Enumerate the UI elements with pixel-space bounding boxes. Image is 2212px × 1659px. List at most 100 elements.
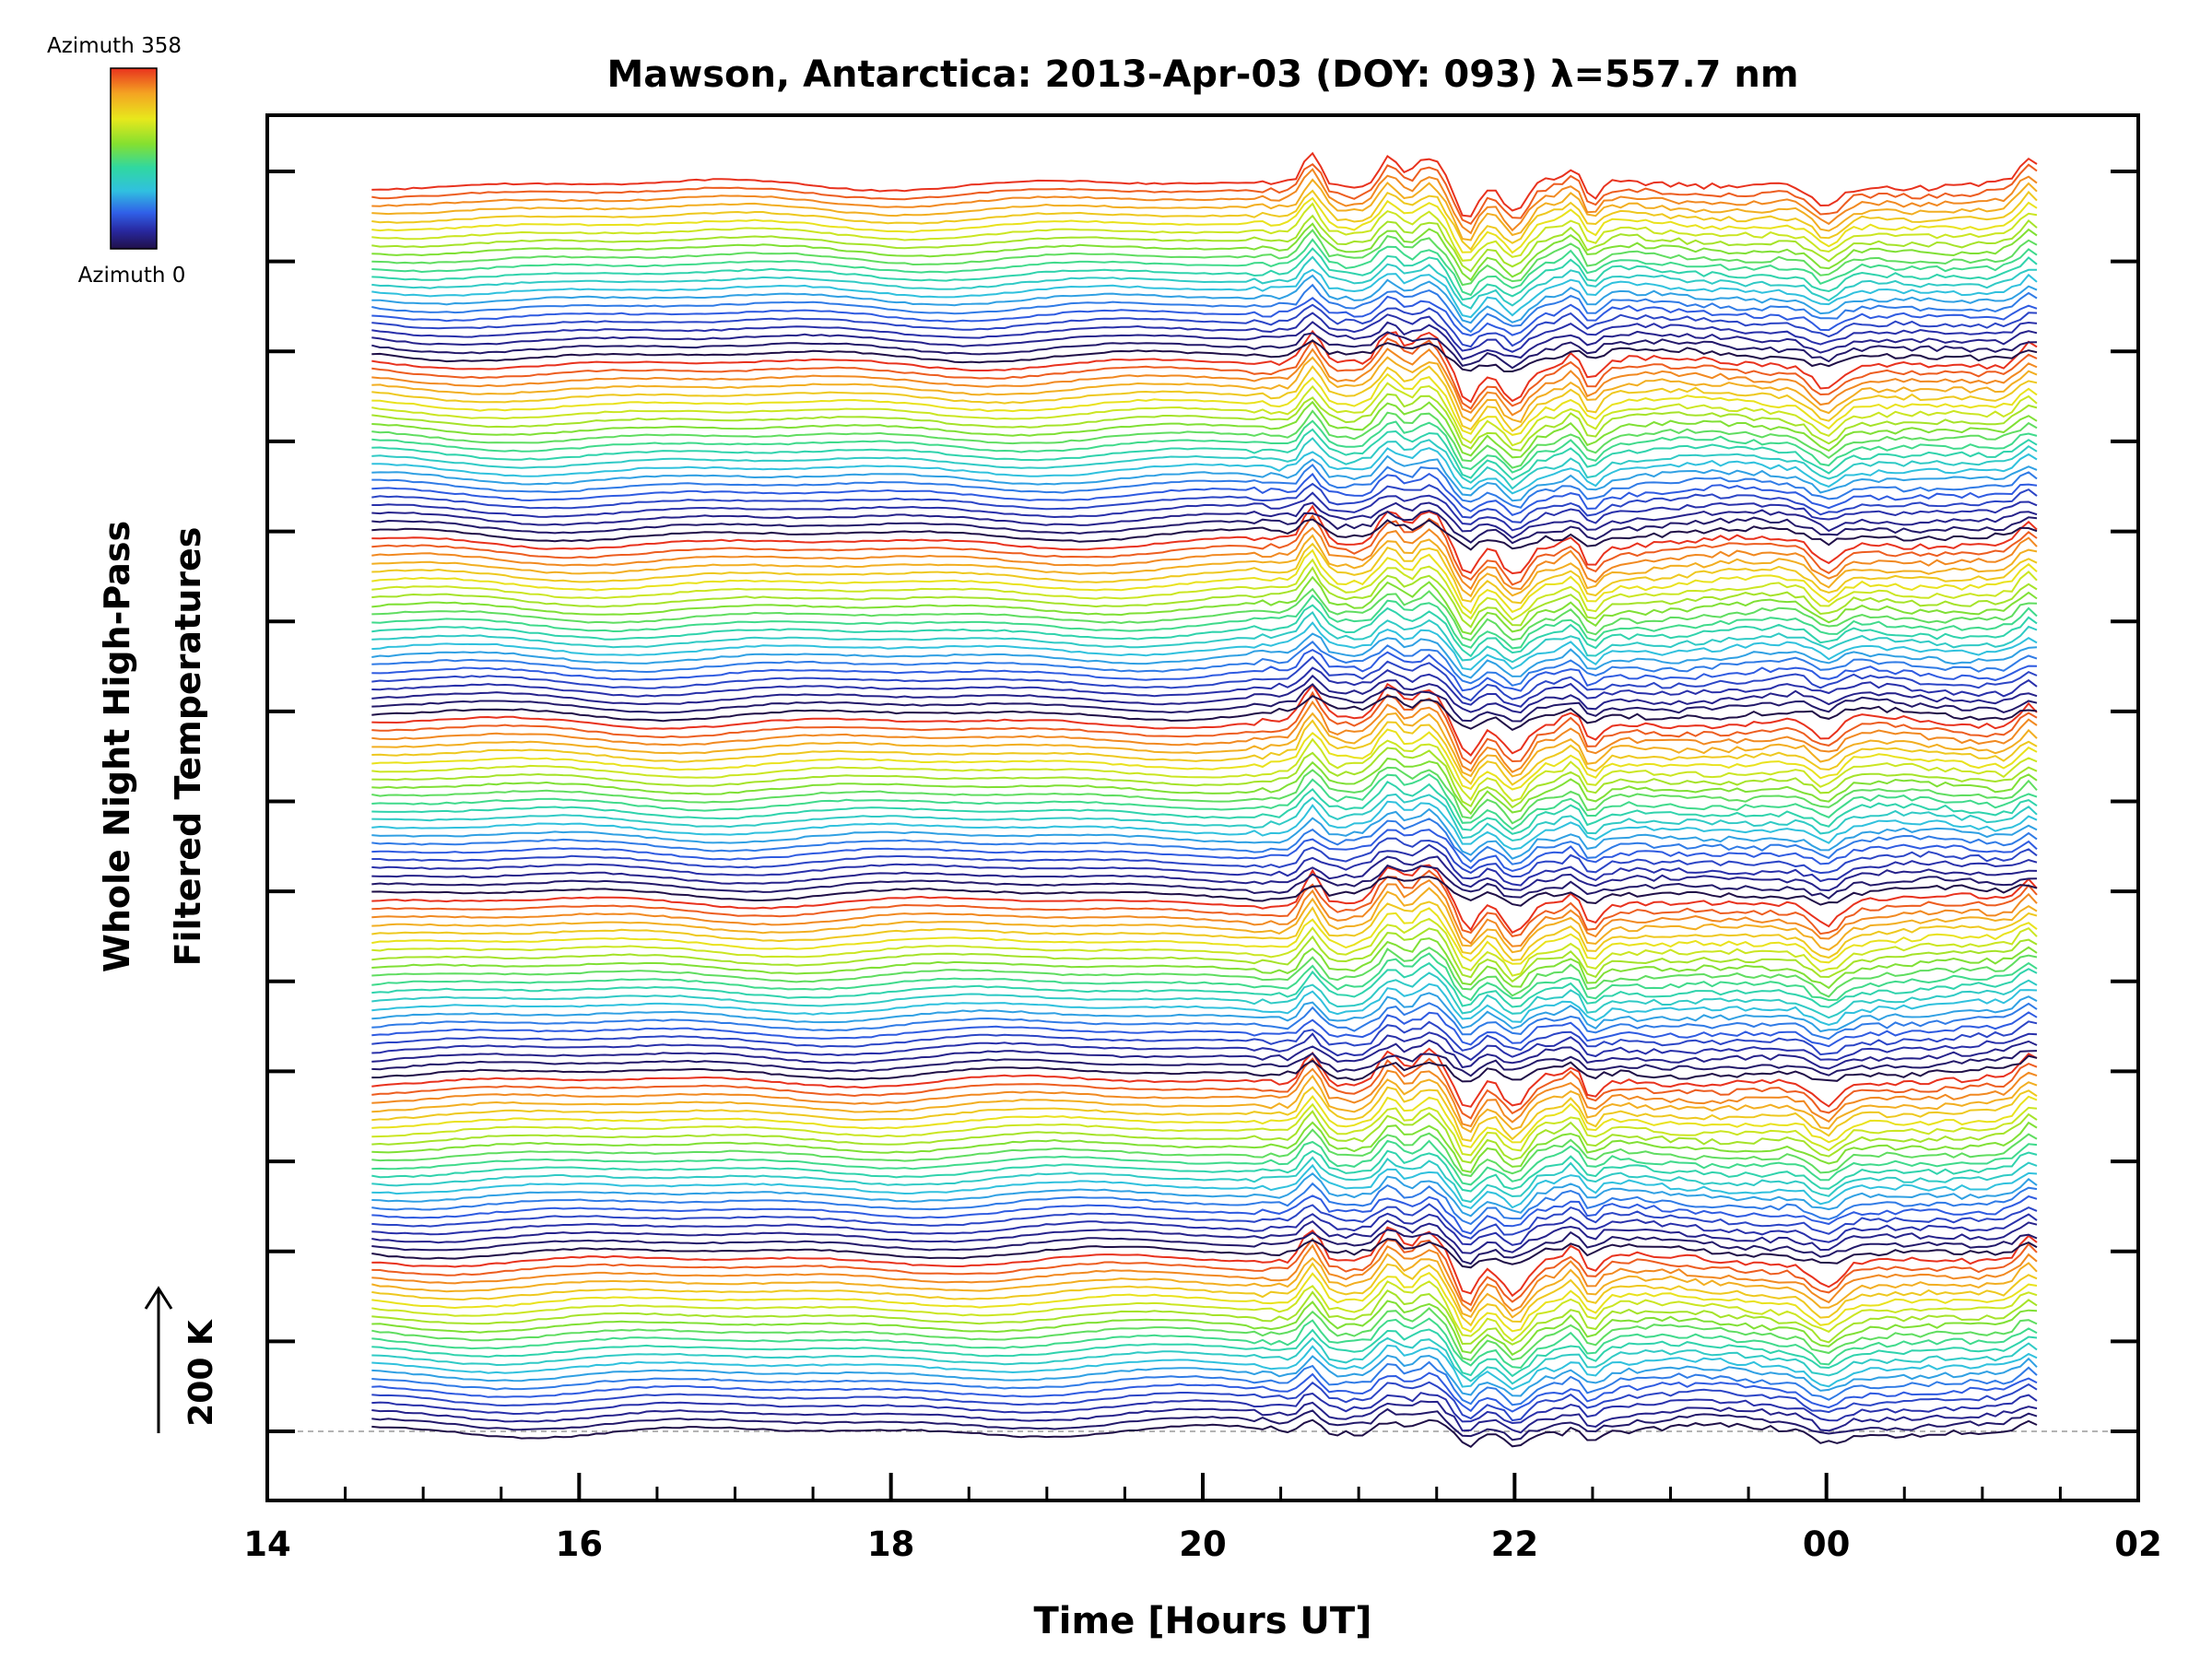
temperature-trace bbox=[371, 347, 2038, 417]
y-axis-label-line2: Filtered Temperatures bbox=[168, 527, 208, 967]
temperature-trace bbox=[371, 793, 2038, 842]
temperature-trace bbox=[371, 952, 2038, 1002]
temperature-trace bbox=[371, 1020, 2038, 1056]
temperature-trace bbox=[371, 1011, 2038, 1048]
temperature-trace bbox=[371, 163, 2038, 226]
temperature-trace bbox=[371, 1121, 2038, 1173]
temperature-trace bbox=[371, 247, 2038, 301]
temperature-trace bbox=[371, 1128, 2038, 1178]
temperature-trace bbox=[371, 463, 2038, 509]
temperature-trace bbox=[371, 728, 2038, 791]
temperature-trace bbox=[371, 482, 2038, 524]
temperature-trace bbox=[371, 878, 2038, 947]
temperature-trace bbox=[371, 1203, 2038, 1240]
temperature-trace bbox=[371, 621, 2038, 671]
temperature-trace bbox=[371, 876, 2038, 907]
temperature-trace bbox=[371, 214, 2038, 273]
temperature-trace bbox=[371, 1392, 2038, 1425]
temperature-trace bbox=[371, 1086, 2038, 1143]
temperature-trace bbox=[371, 1194, 2038, 1235]
temperature-trace bbox=[371, 1002, 2038, 1041]
temperature-trace bbox=[371, 648, 2038, 692]
temperature-trace bbox=[371, 151, 2038, 218]
temperature-trace bbox=[371, 1307, 2038, 1361]
temperature-trace bbox=[371, 837, 2038, 878]
temperature-trace bbox=[371, 992, 2038, 1033]
temperature-trace bbox=[371, 1336, 2038, 1385]
temperature-trace bbox=[371, 695, 2038, 732]
temperature-trace bbox=[371, 337, 2038, 410]
temperature-trace bbox=[371, 641, 2038, 687]
temperature-trace bbox=[371, 1054, 2038, 1083]
temperature-trace bbox=[371, 900, 2038, 961]
temperature-trace bbox=[371, 1354, 2038, 1397]
temperature-trace bbox=[371, 501, 2038, 539]
temperature-trace bbox=[371, 1057, 2038, 1120]
temperature-trace bbox=[371, 437, 2038, 490]
temperature-trace bbox=[371, 189, 2038, 252]
y-ticks bbox=[267, 170, 2138, 1433]
scale-bar bbox=[144, 1286, 173, 1433]
temperature-trace bbox=[371, 917, 2038, 977]
temperature-trace bbox=[371, 594, 2038, 650]
temperature-trace bbox=[371, 518, 2038, 551]
temperature-trace bbox=[371, 168, 2038, 235]
temperature-trace bbox=[371, 864, 2038, 935]
temperature-trace bbox=[371, 491, 2038, 532]
temperature-trace bbox=[371, 1300, 2038, 1357]
temperature-trace bbox=[371, 534, 2038, 598]
temperature-trace bbox=[371, 1237, 2038, 1307]
temperature-trace bbox=[371, 807, 2038, 860]
temperature-trace bbox=[371, 409, 2038, 469]
temperature-trace bbox=[371, 339, 2038, 372]
temperature-trace bbox=[371, 1317, 2038, 1370]
temperature-trace bbox=[371, 1280, 2038, 1342]
temperature-trace bbox=[371, 1344, 2038, 1391]
colorbar-top-label: Azimuth 358 bbox=[47, 34, 182, 58]
temperature-trace bbox=[371, 382, 2038, 447]
temperature-trace bbox=[371, 222, 2038, 282]
temperature-trace bbox=[371, 829, 2038, 873]
colorbar bbox=[110, 67, 158, 250]
temperature-trace bbox=[371, 869, 2038, 938]
temperature-trace bbox=[371, 1171, 2038, 1218]
temperature-trace bbox=[371, 428, 2038, 481]
temperature-trace bbox=[371, 400, 2038, 459]
temperature-trace bbox=[371, 1163, 2038, 1210]
temperature-trace bbox=[371, 700, 2038, 773]
temperature-trace bbox=[371, 472, 2038, 516]
x-tick-label: 20 bbox=[1179, 1524, 1227, 1564]
temperature-trace bbox=[371, 229, 2038, 287]
temperature-trace bbox=[371, 1212, 2038, 1246]
temperature-trace bbox=[371, 971, 2038, 1019]
temperature-trace bbox=[371, 1381, 2038, 1422]
temperature-trace bbox=[371, 1047, 2038, 1108]
temperature-trace bbox=[371, 1400, 2038, 1434]
temperature-trace bbox=[371, 937, 2038, 990]
temperature-trace bbox=[371, 419, 2038, 474]
temperature-trace bbox=[371, 611, 2038, 664]
temperature-trace bbox=[371, 1110, 2038, 1164]
temperature-trace bbox=[371, 773, 2038, 830]
temperature-trace bbox=[371, 283, 2038, 334]
temperature-trace bbox=[371, 780, 2038, 835]
temperature-trace bbox=[371, 303, 2038, 348]
temperature-trace bbox=[371, 1243, 2038, 1313]
temperature-trace bbox=[371, 566, 2038, 629]
temperature-trace bbox=[371, 447, 2038, 495]
temperature-trace bbox=[371, 864, 2038, 900]
temperature-trace bbox=[371, 1418, 2038, 1449]
temperature-trace bbox=[371, 1074, 2038, 1134]
temperature-trace bbox=[371, 683, 2038, 723]
temperature-trace bbox=[371, 274, 2038, 324]
temperature-trace bbox=[371, 1262, 2038, 1327]
temperature-trace bbox=[371, 1182, 2038, 1226]
temperature-trace bbox=[371, 454, 2038, 502]
temperature-trace bbox=[371, 1371, 2038, 1413]
temperature-trace bbox=[371, 509, 2038, 545]
temperature-trace bbox=[371, 1272, 2038, 1333]
y-axis-label-line1: Whole Night High-Pass bbox=[97, 521, 137, 972]
temperature-trace bbox=[371, 927, 2038, 983]
temperature-trace bbox=[371, 1328, 2038, 1378]
temperature-trace bbox=[371, 1094, 2038, 1148]
